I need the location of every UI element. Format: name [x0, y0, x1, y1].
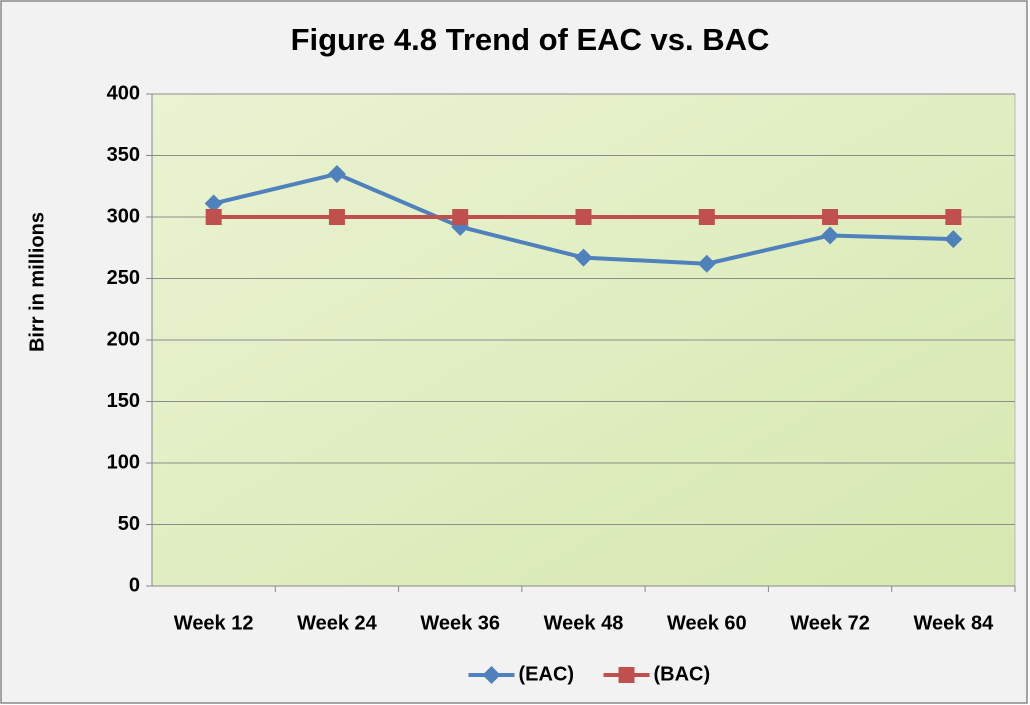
data-point [698, 209, 715, 225]
y-tick-label: 300 [107, 205, 140, 227]
x-tick-label: Week 36 [420, 612, 500, 634]
data-point [821, 226, 840, 245]
data-point [204, 194, 223, 213]
x-tick-label: Week 24 [297, 612, 378, 634]
y-axis-label: Birr in millions [26, 212, 48, 352]
y-tick-label: 150 [107, 390, 140, 412]
x-tick-label: Week 60 [667, 612, 747, 634]
x-tick-label: Week 72 [790, 612, 870, 634]
data-point [328, 209, 345, 225]
y-tick-label: 100 [107, 451, 140, 473]
y-tick-label: 400 [107, 82, 140, 104]
y-tick-label: 200 [107, 328, 140, 350]
legend-label: (EAC) [519, 663, 575, 685]
data-point [452, 209, 469, 225]
legend-marker [482, 666, 501, 684]
x-tick-label: Week 84 [914, 612, 995, 634]
legend-label: (BAC) [654, 663, 711, 685]
y-tick-label: 0 [129, 574, 140, 596]
data-point [327, 164, 346, 183]
legend-marker [618, 667, 635, 683]
data-point [574, 248, 593, 267]
y-tick-label: 50 [118, 513, 140, 535]
x-tick-label: Week 12 [174, 612, 254, 634]
data-point [944, 230, 963, 249]
y-tick-label: 350 [107, 144, 140, 166]
data-point [822, 209, 839, 225]
y-tick-label: 250 [107, 267, 140, 289]
x-tick-label: Week 48 [544, 612, 624, 634]
data-point [205, 209, 222, 225]
data-point [697, 254, 716, 273]
data-point [575, 209, 592, 225]
chart-title: Figure 4.8 Trend of EAC vs. BAC [291, 22, 770, 57]
data-point [945, 209, 962, 225]
